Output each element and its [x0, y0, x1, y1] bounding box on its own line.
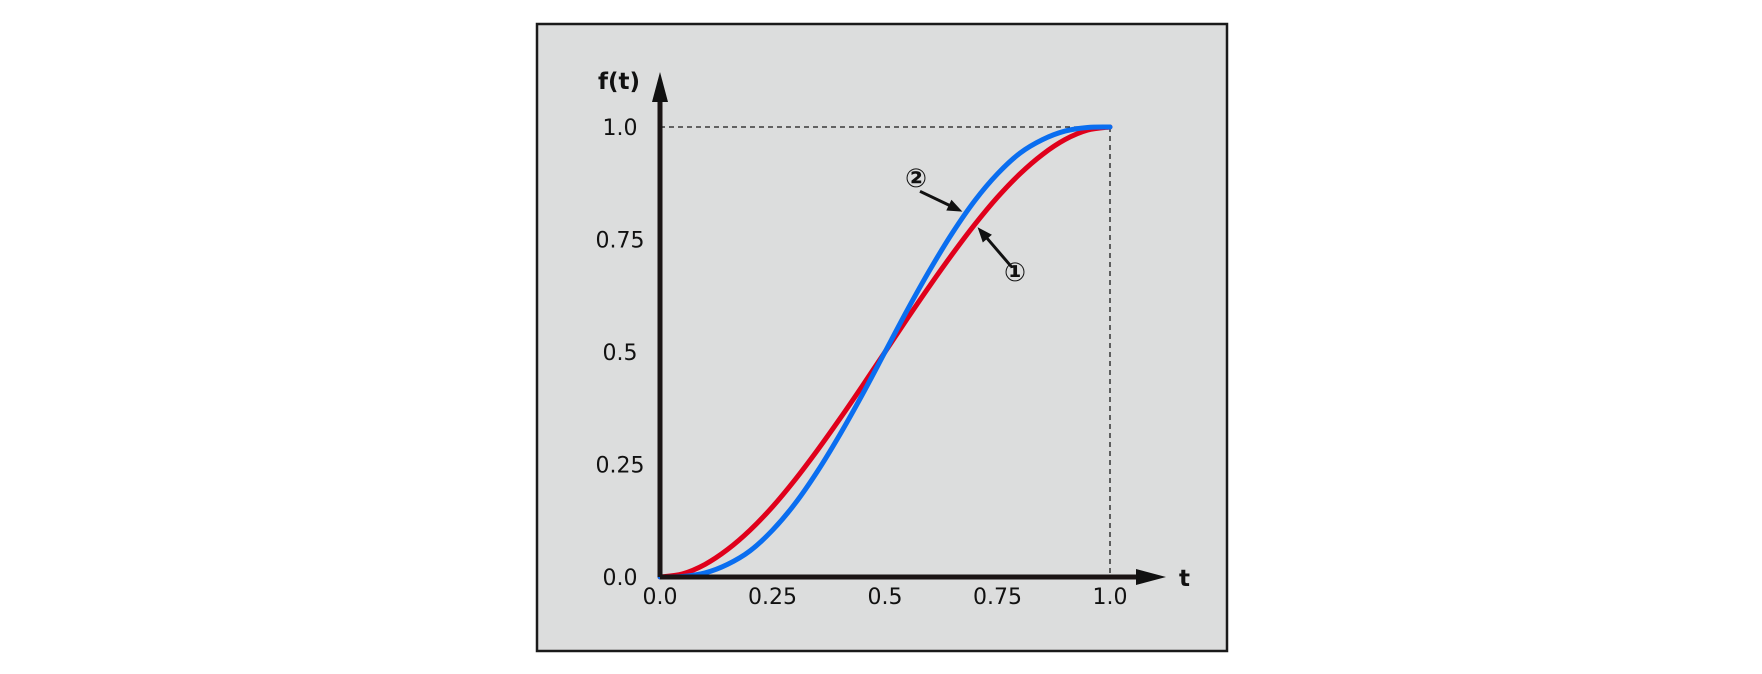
- y-tick-labels: 0.0 0.25 0.5 0.75 1.0: [596, 116, 645, 591]
- y-tick-label: 0.0: [603, 566, 638, 591]
- x-tick-label: 0.25: [748, 585, 797, 610]
- y-tick-label: 0.5: [603, 341, 638, 366]
- x-tick-labels: 0.0 0.25 0.5 0.75 1.0: [643, 585, 1128, 610]
- y-axis-title: f(t): [598, 69, 640, 95]
- x-tick-label: 0.5: [868, 585, 903, 610]
- x-axis-title: t: [1179, 566, 1190, 592]
- x-tick-label: 1.0: [1093, 585, 1128, 610]
- y-tick-label: 1.0: [603, 116, 638, 141]
- series-callouts: ①②: [905, 164, 1026, 288]
- callout-line-2: [919, 189, 955, 209]
- callout-line-1: [982, 233, 1013, 268]
- callout-arrow-icon: [977, 227, 992, 243]
- callout-label-1: ①: [1004, 258, 1026, 288]
- data-curves: [657, 124, 1113, 580]
- y-axis-arrow-icon: [652, 72, 668, 102]
- callout-arrow-icon: [946, 199, 963, 212]
- x-axis-arrow-icon: [1136, 569, 1166, 585]
- reference-lines: [660, 126, 1111, 577]
- x-tick-label: 0.0: [643, 585, 678, 610]
- axes: [652, 72, 1166, 585]
- x-tick-label: 0.75: [973, 585, 1022, 610]
- y-tick-label: 0.75: [596, 229, 645, 254]
- series-line-2: [657, 124, 1113, 580]
- y-tick-label: 0.25: [596, 454, 645, 479]
- callout-label-2: ②: [905, 164, 927, 194]
- chart-frame: [535, 22, 1229, 653]
